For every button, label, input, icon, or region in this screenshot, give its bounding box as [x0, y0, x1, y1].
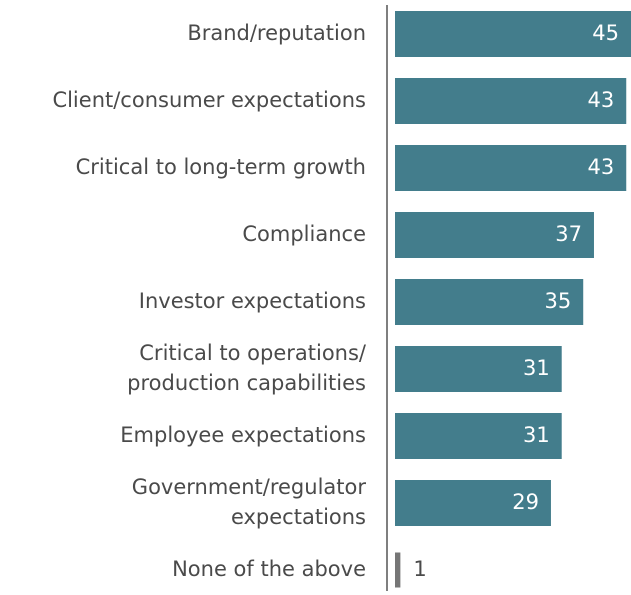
category-label: Investor expectations	[139, 289, 366, 313]
value-label: 43	[588, 155, 615, 179]
bar	[395, 346, 562, 392]
category-label: Critical to long-term growth	[76, 155, 366, 179]
category-label: Government/regulator	[132, 475, 367, 499]
category-label: production capabilities	[127, 371, 366, 395]
bar	[395, 480, 551, 526]
category-label: Employee expectations	[120, 423, 366, 447]
category-label: Compliance	[242, 222, 366, 246]
bar	[395, 279, 584, 325]
value-label: 31	[523, 423, 550, 447]
category-label: Client/consumer expectations	[52, 88, 366, 112]
value-label: 29	[512, 490, 539, 514]
bar	[395, 212, 594, 258]
value-label: 31	[523, 356, 550, 380]
value-label: 43	[588, 88, 615, 112]
value-label: 45	[592, 21, 619, 45]
bar	[395, 145, 627, 191]
value-label: 35	[544, 289, 571, 313]
category-label: Brand/reputation	[187, 21, 366, 45]
bar	[395, 552, 401, 588]
value-label: 1	[413, 557, 426, 581]
category-label: Critical to operations/	[139, 341, 367, 365]
bar	[395, 11, 631, 57]
category-label: expectations	[231, 505, 366, 529]
bar	[395, 413, 562, 459]
category-label: None of the above	[172, 557, 366, 581]
value-label: 37	[555, 222, 582, 246]
bar	[395, 78, 627, 124]
